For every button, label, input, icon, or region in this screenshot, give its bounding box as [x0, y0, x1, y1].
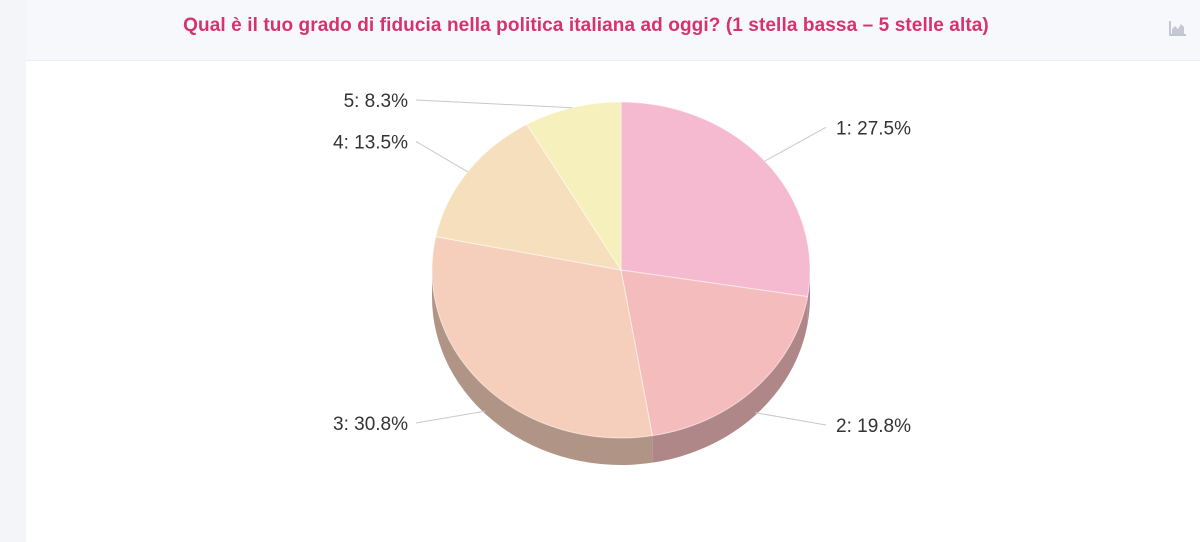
pie-slice-4[interactable] [435, 123, 623, 271]
slice-label-4: 4: 13.5% [333, 132, 408, 153]
slice-label-5: 5: 8.3% [344, 91, 409, 112]
pie-slice-1[interactable] [620, 101, 811, 298]
leader-line-4 [415, 140, 468, 173]
area-chart-icon[interactable] [1169, 20, 1187, 36]
chart-header [26, 0, 1200, 61]
pie-side-2 [652, 296, 808, 463]
chart-title: Qual è il tuo grado di fiducia nella pol… [183, 15, 989, 36]
slice-label-3: 3: 30.8% [333, 414, 408, 435]
slice-label-2: 2: 19.8% [836, 416, 911, 437]
pie-slice-3[interactable] [431, 236, 653, 439]
leader-line-3 [415, 410, 486, 424]
pie-labels: 1: 27.5% 2: 19.8% 3: 30.8% 4: 13.5% 5: 8.3% [333, 91, 911, 437]
leader-line-1 [764, 126, 827, 162]
pie-side-3 [432, 270, 653, 466]
pie-slice-2[interactable] [620, 269, 809, 437]
leader-line-2 [755, 412, 827, 426]
pie-slice-5[interactable] [526, 101, 622, 272]
slice-label-1: 1: 27.5% [836, 118, 911, 139]
leader-line-5 [415, 99, 573, 109]
pie-slices [431, 101, 811, 439]
